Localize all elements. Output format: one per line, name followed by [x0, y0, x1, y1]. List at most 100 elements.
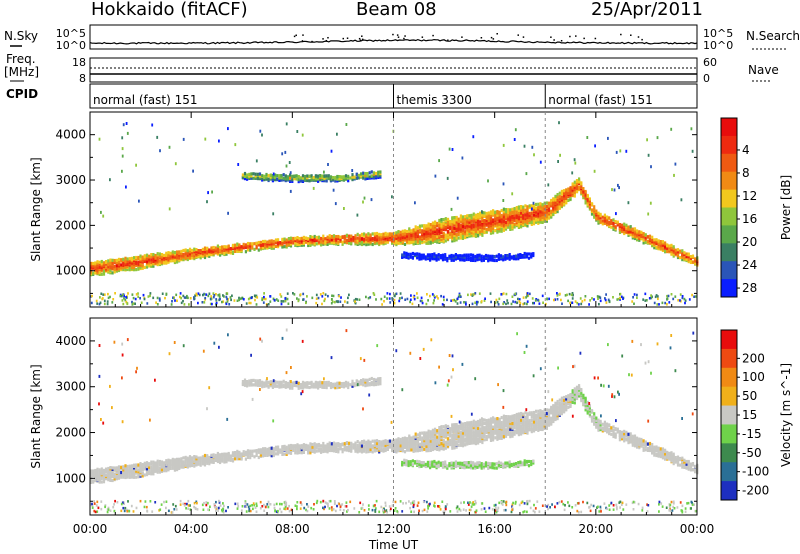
near-range-cell — [494, 301, 497, 304]
echo-cell — [336, 179, 339, 183]
echo-cell — [666, 246, 669, 250]
echo-cell — [446, 444, 450, 448]
near-range-cell — [577, 303, 580, 306]
echo-cell — [569, 188, 572, 192]
echo-cell — [412, 439, 415, 443]
echo-cell — [305, 240, 308, 244]
echo-cell — [117, 467, 121, 471]
near-range-cell — [135, 293, 138, 296]
echo-cell — [152, 253, 155, 257]
near-range-cell — [679, 299, 681, 302]
echo-cell — [550, 213, 553, 217]
echo-cell — [541, 212, 544, 217]
echo-cell — [606, 223, 609, 227]
echo-cell — [423, 435, 426, 439]
near-range-cell — [566, 293, 568, 297]
echo-cell — [335, 449, 338, 453]
scatter-cell — [670, 127, 673, 131]
echo-cell — [96, 467, 99, 471]
echo-cell — [451, 427, 454, 431]
echo-cell — [519, 255, 522, 259]
echo-cell — [496, 216, 499, 220]
echo-cell — [160, 468, 164, 472]
echo-cell — [474, 232, 477, 236]
scatter-cell — [211, 190, 213, 194]
scatter-cell — [126, 131, 129, 135]
echo-cell — [365, 440, 368, 444]
echo-cell — [517, 215, 520, 219]
echo-cell — [401, 436, 404, 441]
near-range-cell — [203, 293, 206, 296]
echo-cell — [214, 455, 217, 460]
echo-cell — [423, 443, 426, 447]
nsearch-point — [302, 34, 304, 36]
echo-cell — [274, 445, 278, 449]
echo-cell — [317, 235, 321, 239]
near-range-cell — [421, 299, 423, 303]
echo-cell — [386, 232, 389, 236]
echo-cell — [453, 218, 456, 222]
echo-cell — [403, 436, 407, 440]
echo-cell — [507, 220, 510, 224]
echo-cell — [223, 245, 226, 249]
echo-cell — [358, 234, 361, 238]
echo-cell — [122, 465, 125, 469]
echo-cell — [517, 222, 520, 226]
echo-cell — [102, 471, 106, 475]
echo-cell — [588, 199, 591, 203]
near-range-cell — [394, 292, 397, 296]
scatter-cell — [227, 211, 229, 215]
near-range-cell — [518, 298, 521, 301]
echo-cell — [497, 253, 500, 257]
echo-cell — [339, 235, 342, 239]
scatter-cell — [168, 145, 171, 149]
echo-cell — [286, 175, 290, 179]
echo-cell — [494, 214, 497, 218]
scatter-cell — [472, 135, 475, 139]
echo-cell — [296, 238, 299, 242]
echo-cell — [399, 437, 402, 442]
near-range-cell — [442, 295, 445, 299]
echo-cell — [403, 443, 407, 447]
near-range-cell — [632, 296, 634, 299]
near-range-cell — [226, 300, 229, 303]
echo-cell — [451, 423, 454, 427]
echo-cell — [165, 259, 168, 263]
echo-cell — [465, 253, 468, 257]
echo-cell — [436, 442, 439, 446]
echo-cell — [633, 232, 637, 236]
echo-cell — [535, 218, 538, 222]
echo-cell — [277, 238, 280, 242]
echo-cell — [429, 232, 432, 236]
echo-cell — [111, 264, 114, 268]
echo-cell — [356, 236, 359, 240]
echo-cell — [160, 460, 164, 464]
echo-cell — [176, 250, 179, 254]
near-range-cell — [99, 296, 101, 299]
echo-cell — [388, 439, 391, 443]
near-range-cell — [137, 295, 140, 298]
echo-cell — [347, 179, 350, 183]
echo-cell — [451, 239, 454, 243]
echo-cell — [530, 255, 533, 259]
echo-cell — [474, 425, 477, 429]
echo-cell — [182, 248, 185, 253]
echo-cell — [397, 445, 400, 449]
near-range-cell — [172, 296, 175, 300]
echo-cell — [332, 448, 336, 452]
echo-cell — [354, 444, 357, 448]
echo-cell — [156, 466, 159, 470]
echo-cell — [416, 447, 419, 451]
nsearch-point — [630, 34, 632, 36]
echo-cell — [573, 180, 576, 184]
echo-cell — [350, 448, 353, 452]
near-range-cell — [198, 293, 201, 297]
near-range-cell — [147, 295, 150, 298]
echo-cell — [395, 446, 398, 451]
echo-cell — [395, 243, 398, 247]
echo-cell — [360, 232, 364, 236]
near-range-cell — [215, 293, 217, 296]
echo-cell — [539, 214, 542, 218]
near-range-cell — [230, 298, 232, 302]
echo-cell — [300, 236, 303, 240]
